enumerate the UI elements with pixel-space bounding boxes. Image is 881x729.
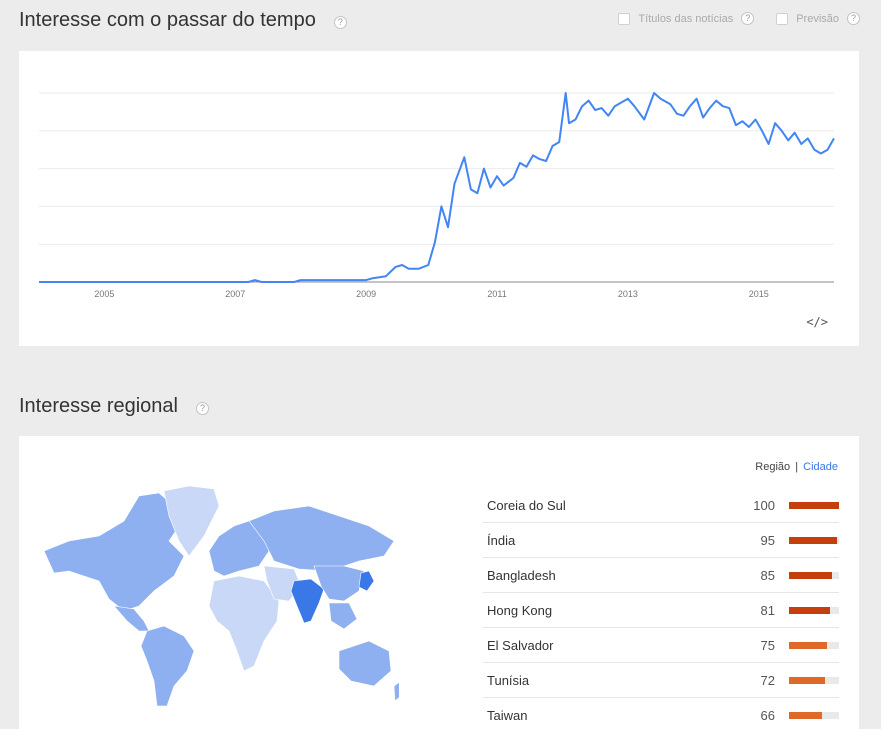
interest-over-time-card: 2005 2007 2009 2011 2013 2015 </> bbox=[19, 51, 859, 346]
region-value: 72 bbox=[760, 672, 775, 688]
region-value: 81 bbox=[760, 602, 775, 618]
region-bar-fill bbox=[789, 571, 832, 579]
region-value: 100 bbox=[753, 497, 775, 513]
x-tick-label: 2009 bbox=[356, 289, 376, 299]
interest-line-chart[interactable]: 2005 2007 2009 2011 2013 2015 bbox=[19, 51, 859, 346]
x-tick-label: 2011 bbox=[487, 289, 506, 299]
region-row[interactable]: Taiwan 66 bbox=[483, 698, 839, 729]
region-bar-track bbox=[789, 676, 839, 684]
map-region-southeast-asia bbox=[328, 602, 358, 630]
forecast-checkbox[interactable] bbox=[776, 12, 789, 25]
help-icon[interactable]: ? bbox=[847, 12, 860, 25]
region-name: Tunísia bbox=[487, 672, 530, 688]
toggle-city[interactable]: Cidade bbox=[803, 461, 838, 473]
x-tick-label: 2007 bbox=[225, 289, 245, 299]
x-tick-label: 2013 bbox=[618, 289, 638, 299]
page-title: Interesse com o passar do tempo bbox=[19, 9, 316, 31]
x-tick-label: 2005 bbox=[94, 289, 114, 299]
map-region-africa bbox=[208, 575, 280, 672]
embed-code-icon[interactable]: </> bbox=[806, 315, 828, 329]
news-headlines-checkbox[interactable] bbox=[618, 12, 631, 25]
region-bar-fill bbox=[789, 712, 822, 719]
map-region-greenland bbox=[163, 485, 220, 557]
map-region-russia bbox=[248, 505, 395, 572]
help-icon[interactable]: ? bbox=[195, 402, 209, 415]
region-value: 85 bbox=[760, 567, 775, 583]
chart-options: Títulos das notícias ? Previsão ? bbox=[618, 12, 860, 25]
help-icon[interactable]: ? bbox=[741, 12, 755, 25]
region-title: Interesse regional bbox=[19, 395, 178, 417]
x-tick-label: 2015 bbox=[749, 289, 769, 299]
forecast-option[interactable]: Previsão ? bbox=[776, 12, 860, 25]
world-map[interactable] bbox=[39, 481, 399, 711]
region-value: 66 bbox=[760, 708, 775, 723]
map-region-new-zealand bbox=[393, 682, 399, 702]
time-section-title: Interesse com o passar do tempo ? bbox=[19, 9, 347, 32]
forecast-label: Previsão bbox=[796, 12, 839, 25]
region-bar-track bbox=[789, 501, 839, 509]
region-name: Índia bbox=[487, 532, 516, 548]
toggle-separator: | bbox=[795, 461, 799, 473]
map-region-india bbox=[290, 578, 325, 624]
region-bar-track bbox=[789, 712, 839, 719]
region-value: 95 bbox=[760, 532, 775, 548]
news-headlines-option[interactable]: Títulos das notícias ? bbox=[618, 12, 755, 25]
region-bar-fill bbox=[789, 606, 830, 614]
region-row[interactable]: Tunísia 72 bbox=[483, 663, 839, 698]
region-bar-track bbox=[789, 536, 839, 544]
region-name: Hong Kong bbox=[487, 602, 553, 618]
region-bar-track bbox=[789, 641, 839, 649]
region-name: Taiwan bbox=[487, 708, 528, 723]
region-bar-fill bbox=[789, 641, 827, 649]
region-city-toggle: Região | Cidade bbox=[755, 461, 838, 473]
map-region-east-asia bbox=[313, 565, 365, 602]
region-name: Bangladesh bbox=[487, 567, 556, 583]
region-row[interactable]: El Salvador 75 bbox=[483, 628, 839, 663]
region-row[interactable]: Índia 95 bbox=[483, 523, 839, 558]
region-name: Coreia do Sul bbox=[487, 497, 566, 513]
region-bar-track bbox=[789, 606, 839, 614]
map-region-south-america bbox=[140, 625, 195, 707]
region-bar-fill bbox=[789, 501, 839, 509]
region-row[interactable]: Hong Kong 81 bbox=[483, 593, 839, 628]
map-region-central-america bbox=[113, 605, 150, 632]
region-row[interactable]: Coreia do Sul 100 bbox=[483, 488, 839, 523]
toggle-region[interactable]: Região bbox=[755, 461, 791, 473]
regional-interest-card: Região | Cidade Coreia do Sul 100 Índia 95 B… bbox=[19, 436, 859, 729]
map-region-korea-japan bbox=[358, 570, 375, 592]
region-bar-fill bbox=[789, 536, 837, 544]
region-bar-track bbox=[789, 571, 839, 579]
region-row[interactable]: Bangladesh 85 bbox=[483, 558, 839, 593]
news-headlines-label: Títulos das notícias bbox=[638, 12, 734, 25]
region-bar-fill bbox=[789, 676, 825, 684]
region-name: El Salvador bbox=[487, 637, 554, 653]
region-value: 75 bbox=[760, 637, 775, 653]
interest-series-line[interactable] bbox=[39, 92, 835, 283]
region-ranking-list: Coreia do Sul 100 Índia 95 Bangladesh 85 Hong … bbox=[483, 488, 839, 729]
region-section-title: Interesse regional ? bbox=[19, 395, 209, 418]
help-icon[interactable]: ? bbox=[333, 16, 347, 29]
map-region-north-america bbox=[43, 492, 185, 612]
map-region-australia bbox=[338, 640, 392, 687]
